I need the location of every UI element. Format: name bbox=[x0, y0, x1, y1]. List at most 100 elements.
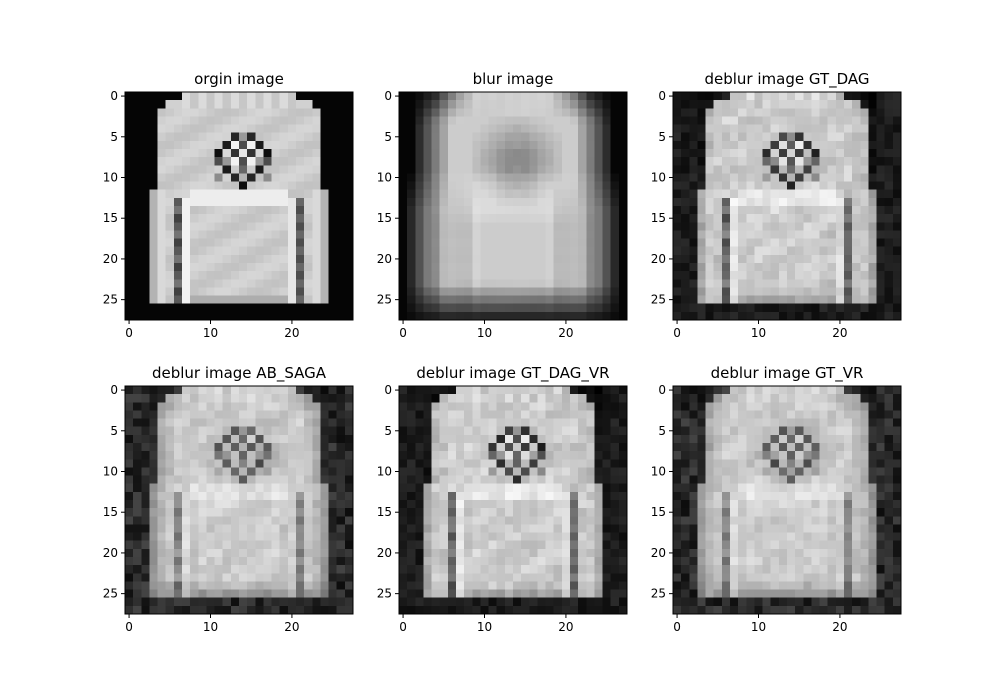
pixel-cell bbox=[529, 386, 538, 395]
pixel-cell bbox=[214, 197, 224, 207]
pixel-cell bbox=[182, 540, 191, 550]
pixel-cell bbox=[778, 238, 788, 248]
pixel-cell bbox=[344, 418, 354, 428]
pixel-cell bbox=[399, 532, 408, 542]
pixel-cell bbox=[762, 597, 772, 607]
pixel-cell bbox=[594, 287, 603, 296]
pixel-cell bbox=[594, 597, 603, 607]
pixel-cell bbox=[320, 418, 329, 428]
pixel-cell bbox=[344, 132, 354, 142]
pixel-cell bbox=[852, 459, 861, 468]
pixel-cell bbox=[844, 459, 853, 468]
pixel-cell bbox=[464, 491, 473, 501]
pixel-cell bbox=[230, 516, 240, 525]
pixel-cell bbox=[545, 157, 555, 166]
pixel-cell bbox=[399, 92, 408, 101]
pixel-cell bbox=[553, 254, 563, 264]
pixel-cell bbox=[239, 303, 248, 313]
pixel-cell bbox=[618, 197, 628, 207]
x-tick-label: 20 bbox=[832, 620, 847, 634]
pixel-cell bbox=[198, 548, 207, 558]
pixel-cell bbox=[705, 263, 715, 272]
pixel-cell bbox=[705, 140, 715, 150]
pixel-cell bbox=[312, 100, 321, 109]
pixel-cell bbox=[320, 149, 329, 158]
pixel-cell bbox=[312, 140, 321, 150]
pixel-cell bbox=[206, 524, 215, 533]
pixel-cell bbox=[529, 181, 538, 191]
pixel-cell bbox=[521, 238, 530, 248]
pixel-cell bbox=[697, 459, 706, 468]
pixel-cell bbox=[746, 508, 755, 517]
pixel-cell bbox=[480, 581, 489, 590]
pixel-cell bbox=[811, 467, 820, 476]
pixel-cell bbox=[778, 108, 788, 117]
pixel-cell bbox=[165, 573, 175, 582]
pixel-cell bbox=[239, 532, 248, 542]
pixel-cell bbox=[553, 426, 563, 436]
pixel-cell bbox=[125, 287, 134, 296]
pixel-cell bbox=[892, 246, 902, 256]
pixel-cell bbox=[296, 100, 305, 109]
pixel-cell bbox=[239, 475, 248, 485]
pixel-cell bbox=[214, 271, 224, 280]
pixel-cell bbox=[447, 230, 457, 239]
x-tick-label: 10 bbox=[203, 326, 218, 340]
pixel-cell bbox=[198, 303, 207, 313]
pixel-cell bbox=[472, 230, 481, 239]
pixel-cell bbox=[868, 386, 877, 395]
pixel-cell bbox=[133, 508, 142, 517]
pixel-cell bbox=[312, 565, 321, 574]
pixel-cell bbox=[287, 271, 297, 280]
pixel-cell bbox=[271, 214, 281, 223]
pixel-cell bbox=[230, 557, 240, 566]
pixel-cell bbox=[312, 483, 321, 493]
pixel-cell bbox=[762, 132, 772, 142]
pixel-cell bbox=[480, 173, 489, 182]
pixel-cell bbox=[697, 434, 706, 444]
pixel-cell bbox=[681, 287, 690, 296]
pixel-cell bbox=[529, 508, 538, 517]
pixel-cell bbox=[705, 100, 715, 109]
pixel-cell bbox=[697, 394, 706, 403]
pixel-cell bbox=[222, 116, 232, 125]
pixel-cell bbox=[488, 222, 498, 231]
pixel-cell bbox=[149, 548, 158, 558]
pixel-cell bbox=[610, 311, 620, 321]
pixel-cell bbox=[214, 589, 224, 599]
pixel-cell bbox=[141, 92, 150, 101]
pixel-cell bbox=[689, 181, 698, 191]
pixel-cell bbox=[578, 443, 587, 452]
pixel-cell bbox=[721, 303, 731, 313]
pixel-cell bbox=[819, 532, 829, 542]
pixel-cell bbox=[762, 410, 772, 419]
pixel-cell bbox=[868, 426, 877, 436]
pixel-cell bbox=[697, 100, 706, 109]
pixel-cell bbox=[884, 467, 894, 476]
pixel-cell bbox=[746, 157, 755, 166]
pixel-cell bbox=[673, 108, 682, 117]
pixel-cell bbox=[697, 206, 706, 215]
pixel-cell bbox=[255, 165, 264, 174]
pixel-cell bbox=[312, 124, 321, 134]
pixel-cell bbox=[480, 557, 489, 566]
pixel-cell bbox=[778, 508, 788, 517]
pixel-cell bbox=[336, 157, 346, 166]
pixel-cell bbox=[803, 500, 812, 509]
pixel-cell bbox=[472, 386, 481, 395]
pixel-cell bbox=[778, 597, 788, 607]
pixel-cell bbox=[738, 311, 747, 321]
pixel-cell bbox=[488, 165, 498, 174]
pixel-cell bbox=[431, 605, 441, 615]
pixel-cell bbox=[852, 475, 861, 485]
pixel-cell bbox=[336, 214, 346, 223]
pixel-cell bbox=[439, 165, 449, 174]
pixel-cell bbox=[618, 605, 628, 615]
pixel-cell bbox=[884, 516, 894, 525]
pixel-cell bbox=[296, 254, 305, 264]
pixel-cell bbox=[198, 222, 207, 231]
pixel-cell bbox=[705, 402, 715, 411]
pixel-cell bbox=[190, 540, 199, 550]
pixel-cell bbox=[827, 508, 837, 517]
pixel-cell bbox=[173, 581, 183, 590]
